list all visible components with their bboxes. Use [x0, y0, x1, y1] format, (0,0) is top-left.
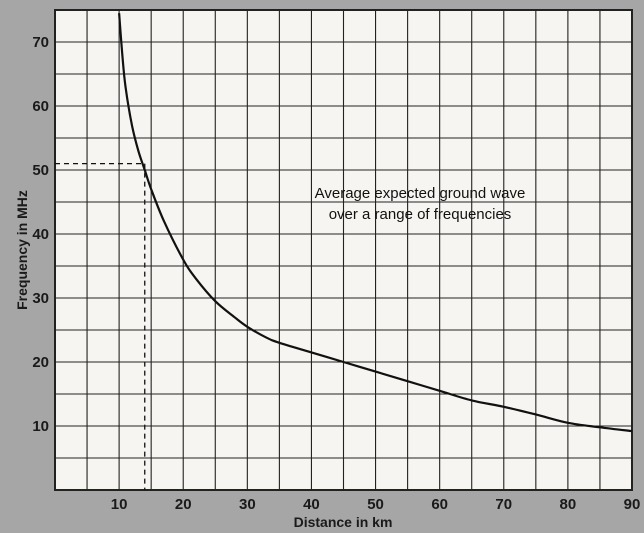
- x-tick-label: 40: [303, 496, 320, 513]
- y-tick-label: 70: [32, 34, 49, 51]
- y-tick-label: 20: [32, 354, 49, 371]
- y-tick-label: 30: [32, 290, 49, 307]
- grid: [54, 9, 633, 491]
- x-tick-label: 10: [111, 496, 128, 513]
- x-tick-label: 60: [431, 496, 448, 513]
- x-tick-label: 80: [560, 496, 577, 513]
- x-tick-label: 90: [624, 496, 641, 513]
- annotation-line-2: over a range of frequencies: [329, 206, 512, 223]
- reference-lines: [55, 162, 146, 490]
- y-tick-labels: 10 20 30 40 50 60 70: [32, 34, 49, 435]
- x-tick-label: 70: [495, 496, 512, 513]
- x-tick-label: 50: [367, 496, 384, 513]
- x-tick-label: 30: [239, 496, 256, 513]
- y-tick-label: 50: [32, 162, 49, 179]
- ground-wave-curve: [118, 13, 633, 433]
- x-tick-label: 20: [175, 496, 192, 513]
- x-axis-label: Distance in km: [294, 514, 393, 530]
- annotation-line-1: Average expected ground wave: [315, 185, 526, 202]
- y-tick-label: 60: [32, 98, 49, 115]
- x-tick-labels: 10 20 30 40 50 60 70 80 90: [111, 496, 641, 513]
- y-tick-label: 40: [32, 226, 49, 243]
- y-tick-label: 10: [32, 418, 49, 435]
- y-axis-label: Frequency in MHz: [14, 190, 30, 310]
- plot-frame: [54, 9, 633, 491]
